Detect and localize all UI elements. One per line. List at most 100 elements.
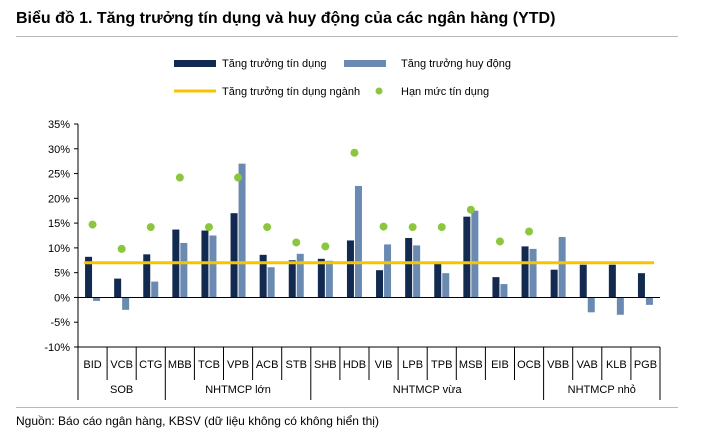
category-label-lpb: LPB [402,359,423,371]
credit-limit-dot-vib [379,222,388,231]
credit-limit-dot-shb [321,242,330,251]
y-tick-label: 20% [48,193,70,205]
bar-deposit-growth-bid [93,297,101,301]
y-tick-label: 5% [54,268,70,280]
bar-deposit-growth-vab [587,297,595,313]
credit-limit-dot-vpb [234,173,243,182]
category-label-vab: VAB [577,359,598,371]
legend-label-credit-growth: Tăng trưởng tín dụng [222,58,326,70]
credit-limit-dot-lpb [408,223,417,232]
bar-credit-growth-acb [259,254,267,298]
bar-deposit-growth-vib [384,244,392,298]
y-tick-label: 15% [48,218,70,230]
credit-limit-dot-hdb [350,148,359,157]
credit-limit-dot-acb [263,223,272,232]
y-tick-label: -10% [44,342,70,354]
bar-credit-growth-eib [492,277,500,298]
category-label-eib: EIB [491,359,509,371]
bar-credit-growth-klb [608,264,616,298]
group-label-nhtmcp-nho: NHTMCP nhỏ [568,384,636,396]
category-label-ocb: OCB [517,359,541,371]
category-label-bid: BID [83,359,101,371]
credit-limit-dot-ctg [146,223,155,232]
bar-credit-growth-stb [288,260,296,298]
y-tick-label: 10% [48,243,70,255]
bar-credit-growth-bid [85,256,93,298]
category-label-stb: STB [286,359,307,371]
category-label-hdb: HDB [343,359,366,371]
bar-credit-growth-pgb [637,273,645,298]
y-tick-label: 0% [54,292,70,304]
category-label-tpb: TPB [431,359,452,371]
bar-deposit-growth-pgb [645,297,653,305]
category-label-vpb: VPB [227,359,249,371]
credit-limit-dot-bid [88,220,97,229]
bar-deposit-growth-lpb [413,245,421,298]
legend: Tăng trưởng tín dụng Tăng trưởng huy độn… [174,58,511,98]
bar-deposit-growth-shb [325,260,333,298]
category-label-pgb: PGB [634,359,657,371]
group-label-nhtmcp-vua: NHTMCP vừa [393,384,463,396]
legend-label-credit-limit: Hạn mức tín dụng [401,86,489,98]
bar-credit-growth-vcb [114,278,122,298]
bar-deposit-growth-tcb [209,235,217,298]
bar-deposit-growth-tpb [442,273,450,298]
bar-deposit-growth-mbb [180,242,188,298]
bar-credit-growth-vbb [550,269,558,298]
bar-credit-growth-msb [463,216,471,298]
credit-limit-dot-stb [292,238,301,247]
category-label-mbb: MBB [168,359,192,371]
legend-swatch-credit-growth [174,60,216,67]
bar-deposit-growth-ocb [529,248,537,298]
credit-limit-dot-tcb [204,223,213,232]
bar-deposit-growth-vcb [122,297,130,310]
category-label-vbb: VBB [547,359,569,371]
bar-deposit-growth-stb [296,253,304,298]
bar-credit-growth-tpb [434,263,442,298]
credit-limit-dot-eib [495,237,504,246]
chart-title: Biểu đồ 1. Tăng trưởng tín dụng và huy đ… [16,10,556,27]
category-label-ctg: CTG [139,359,162,371]
credit-limit-dot-vcb [117,244,126,253]
category-label-vcb: VCB [110,359,133,371]
plot-area: -10% -5% 0% 5% 10% 15% 20% 25% 30% 35% BID VCB CTG MB… [44,119,661,400]
bar-deposit-growth-vpb [238,163,246,298]
bar-credit-growth-vib [376,270,384,298]
category-label-msb: MSB [459,359,483,371]
legend-label-deposit-growth: Tăng trưởng huy động [401,58,511,70]
group-label-sob: SOB [110,384,133,396]
bar-deposit-growth-acb [267,267,275,298]
bar-deposit-growth-vbb [558,236,566,298]
bar-credit-growth-shb [317,258,325,298]
bar-deposit-growth-hdb [354,185,362,298]
source-note: Nguồn: Báo cáo ngân hàng, KBSV (dữ liệu … [16,414,379,428]
bar-credit-growth-ctg [143,254,151,298]
category-label-acb: ACB [256,359,279,371]
y-tick-label: 30% [48,144,70,156]
bar-deposit-growth-eib [500,284,508,298]
bar-deposit-growth-msb [471,210,479,298]
credit-limit-dot-msb [466,205,475,214]
bar-deposit-growth-klb [616,297,624,315]
legend-swatch-deposit-growth [344,60,386,67]
legend-dot-credit-limit [375,87,383,95]
group-label-nhtmcp-lon: NHTMCP lớn [205,384,271,396]
bar-credit-growth-vpb [230,213,238,298]
title-rule [16,36,678,37]
legend-label-industry-credit: Tăng trưởng tín dụng ngành [222,86,360,98]
y-tick-label: 35% [48,119,70,131]
bar-credit-growth-ocb [521,246,529,298]
category-label-shb: SHB [314,359,337,371]
y-tick-label: 25% [48,169,70,181]
source-rule [16,407,678,408]
bar-deposit-growth-ctg [151,281,159,298]
y-tick-label: -5% [50,317,70,329]
bar-credit-growth-lpb [405,237,413,298]
credit-limit-dot-tpb [437,223,446,232]
category-label-vib: VIB [375,359,393,371]
category-label-klb: KLB [606,359,627,371]
credit-limit-dot-mbb [175,173,184,182]
category-label-tcb: TCB [198,359,220,371]
credit-limit-dot-ocb [525,227,534,236]
